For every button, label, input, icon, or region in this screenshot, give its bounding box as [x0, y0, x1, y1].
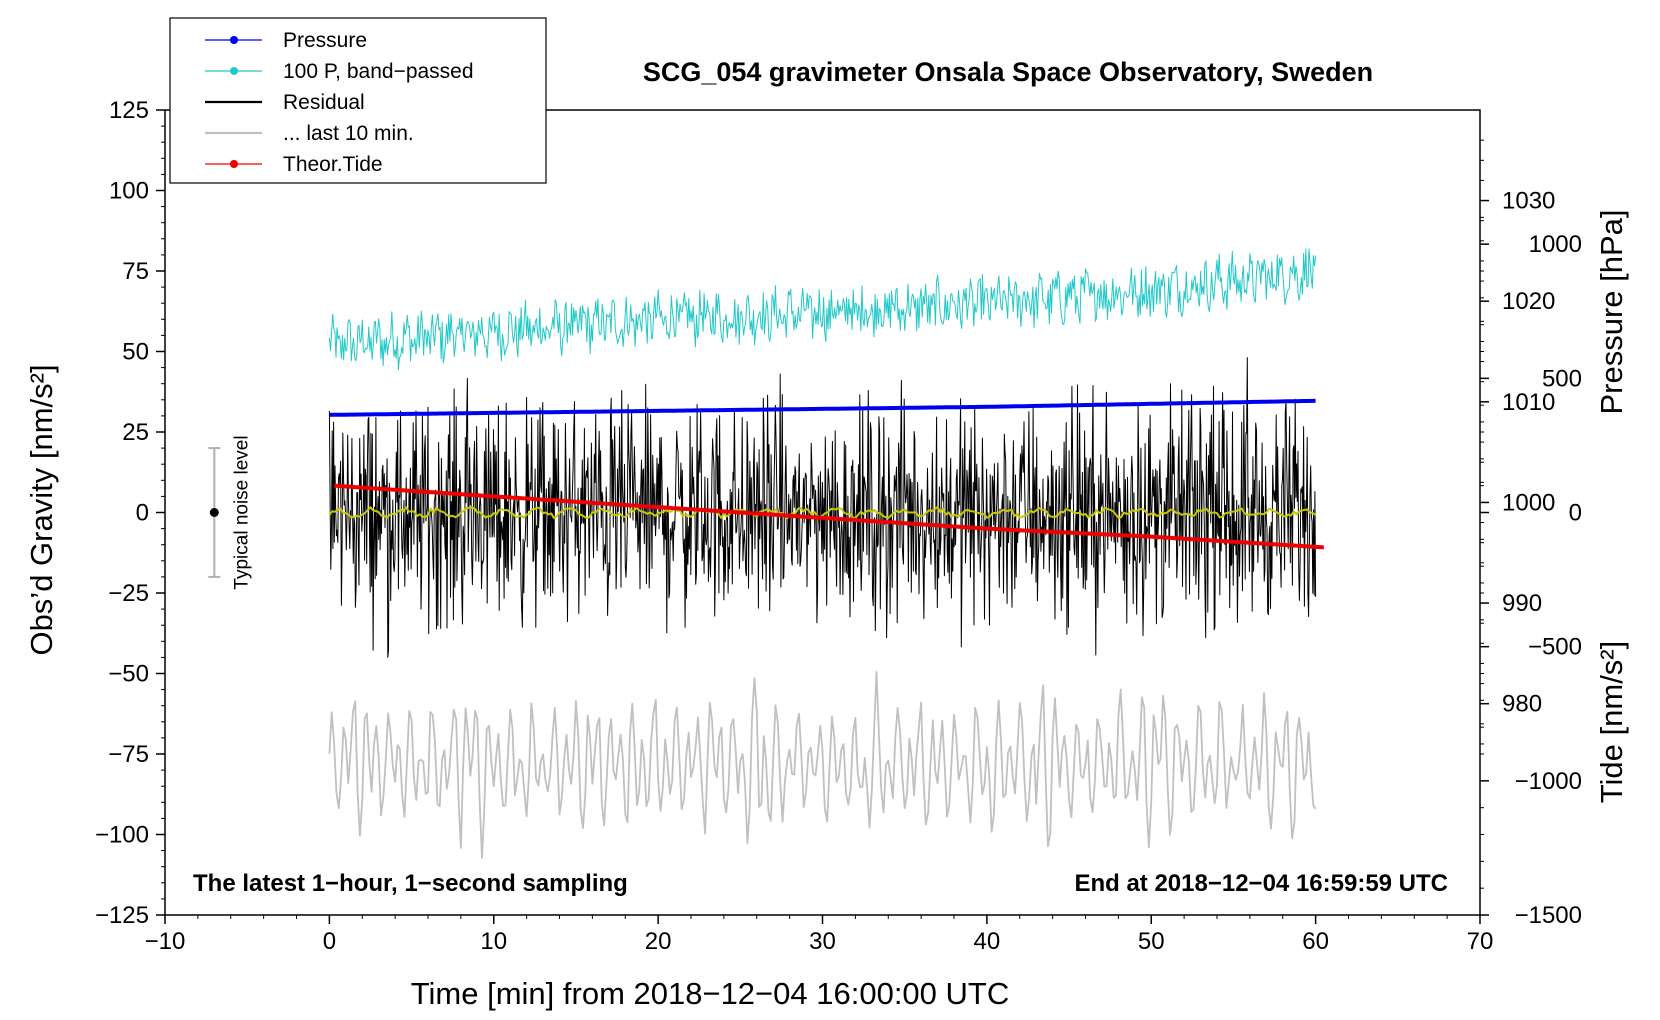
pressure-tick-label: 980	[1502, 691, 1542, 718]
tide-tick-label: −500	[1528, 634, 1582, 661]
legend-label: 100 P, band−passed	[283, 60, 474, 83]
tide-tick-label: 0	[1569, 500, 1582, 527]
legend-label: ... last 10 min.	[283, 122, 414, 145]
legend-swatch-marker	[230, 67, 238, 75]
x-tick-label: 0	[323, 928, 336, 955]
y-axis-label-tide: Tide [nm/s²]	[1594, 641, 1629, 804]
pressure-tick-label: 1010	[1502, 389, 1555, 416]
x-tick-label: 10	[480, 928, 507, 955]
y-axis-label-pressure: Pressure [hPa]	[1594, 209, 1629, 414]
x-tick-label: 50	[1138, 928, 1165, 955]
legend-label: Theor.Tide	[283, 153, 383, 176]
pressure-tick-label: 1000	[1502, 489, 1555, 516]
y-tick-label-left: 0	[136, 500, 149, 527]
noise-center-dot	[209, 508, 219, 517]
tide-tick-label: −1000	[1515, 768, 1582, 795]
tide-tick-label: −1500	[1515, 902, 1582, 929]
legend: Pressure 100 P, band−passed Residual ... la…	[169, 17, 547, 184]
x-tick-label: −10	[145, 928, 186, 955]
noise-indicator: Typical noise level	[208, 435, 252, 590]
legend-box	[169, 17, 547, 184]
series-line-residual	[328, 357, 1317, 658]
axis-layer: −10 0 10 20 30 40 50 60 701251007550250−25−50−75…	[95, 97, 1582, 955]
legend-label: Residual	[283, 91, 365, 114]
y-tick-label-left: 50	[122, 339, 149, 366]
y-tick-label-left: −100	[95, 822, 149, 849]
x-tick-label: 30	[809, 928, 836, 955]
pressure-tick-label: 1030	[1502, 188, 1555, 215]
annotation-end-time: End at 2018−12−04 16:59:59 UTC	[1074, 870, 1448, 897]
y-tick-label-left: −75	[108, 741, 149, 768]
series-line-residual-smoothed	[328, 506, 1317, 520]
legend-swatch-marker	[230, 160, 238, 168]
x-tick-label: 20	[645, 928, 672, 955]
y-tick-label-left: −25	[108, 580, 149, 607]
legend-entries: Pressure 100 P, band−passed Residual ... la…	[205, 29, 474, 176]
annotation-sampling: The latest 1−hour, 1−second sampling	[193, 870, 628, 897]
series-line-100-p-band-passed	[328, 248, 1317, 371]
pressure-tick-label: 990	[1502, 590, 1542, 617]
y-tick-label-left: 100	[109, 178, 149, 205]
y-tick-label-left: 75	[122, 258, 149, 285]
legend-swatch-marker	[230, 36, 238, 44]
series-line-pressure	[329, 398, 1316, 417]
x-tick-label: 40	[974, 928, 1001, 955]
y-tick-label-left: −125	[95, 902, 149, 929]
y-tick-label-left: 25	[122, 419, 149, 446]
tide-tick-label: 1000	[1529, 231, 1582, 258]
x-tick-label: 60	[1302, 928, 1329, 955]
chart-title: SCG_054 gravimeter Onsala Space Observat…	[643, 57, 1373, 87]
series-line-theor-tide	[334, 483, 1324, 550]
x-axis-label: Time [min] from 2018−12−04 16:00:00 UTC	[411, 976, 1010, 1011]
pressure-tick-label: 1020	[1502, 288, 1555, 315]
series-layer	[328, 248, 1324, 859]
legend-label: Pressure	[283, 29, 367, 52]
series-line-last-10-min	[328, 670, 1317, 859]
y-tick-label-left: 125	[109, 97, 149, 124]
y-tick-label-left: −50	[108, 661, 149, 688]
tide-tick-label: 500	[1542, 365, 1582, 392]
x-tick-label: 70	[1467, 928, 1494, 955]
noise-label: Typical noise level	[231, 435, 252, 589]
y-axis-label-left: Obs’d Gravity [nm/s²]	[24, 364, 59, 655]
